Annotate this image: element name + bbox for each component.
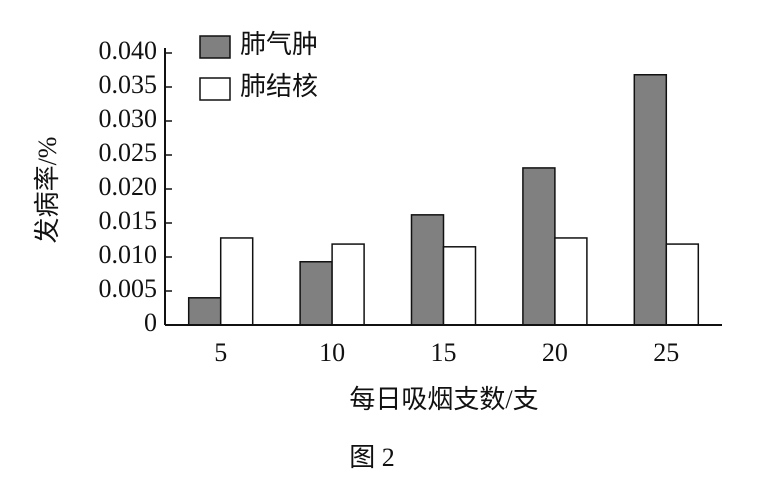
y-tick-label: 0.005 [99, 274, 158, 303]
y-tick-label: 0.025 [99, 138, 158, 167]
x-tick-label: 5 [214, 338, 227, 367]
legend-swatch [199, 35, 231, 59]
x-tick-label: 25 [653, 338, 679, 367]
x-tick-label: 10 [319, 338, 345, 367]
y-tick-label: 0.035 [99, 70, 158, 99]
legend-label: 肺结核 [240, 72, 318, 101]
y-tick-label: 0 [144, 308, 157, 337]
bar [410, 214, 445, 326]
bar [187, 297, 222, 326]
bar [665, 243, 700, 326]
bar [633, 74, 668, 326]
x-tick-label: 15 [431, 338, 457, 367]
bar [331, 243, 365, 326]
bar [442, 246, 477, 326]
legend-label: 肺气肿 [240, 30, 318, 59]
caption: 图 2 [349, 443, 395, 472]
bar [299, 261, 333, 326]
legend-swatch [199, 77, 231, 101]
y-tick-label: 0.015 [99, 206, 158, 235]
y-tick-label: 0.010 [99, 240, 158, 269]
y-tick-label: 0.020 [99, 172, 158, 201]
y-axis-label: 发病率/% [33, 137, 62, 244]
bar [219, 237, 254, 326]
bar [554, 237, 588, 326]
x-axis-label: 每日吸烟支数/支 [349, 385, 538, 414]
y-tick-label: 0.030 [99, 104, 158, 133]
x-tick-label: 20 [542, 338, 568, 367]
y-tick-label: 0.040 [99, 36, 158, 65]
bar [522, 167, 556, 326]
